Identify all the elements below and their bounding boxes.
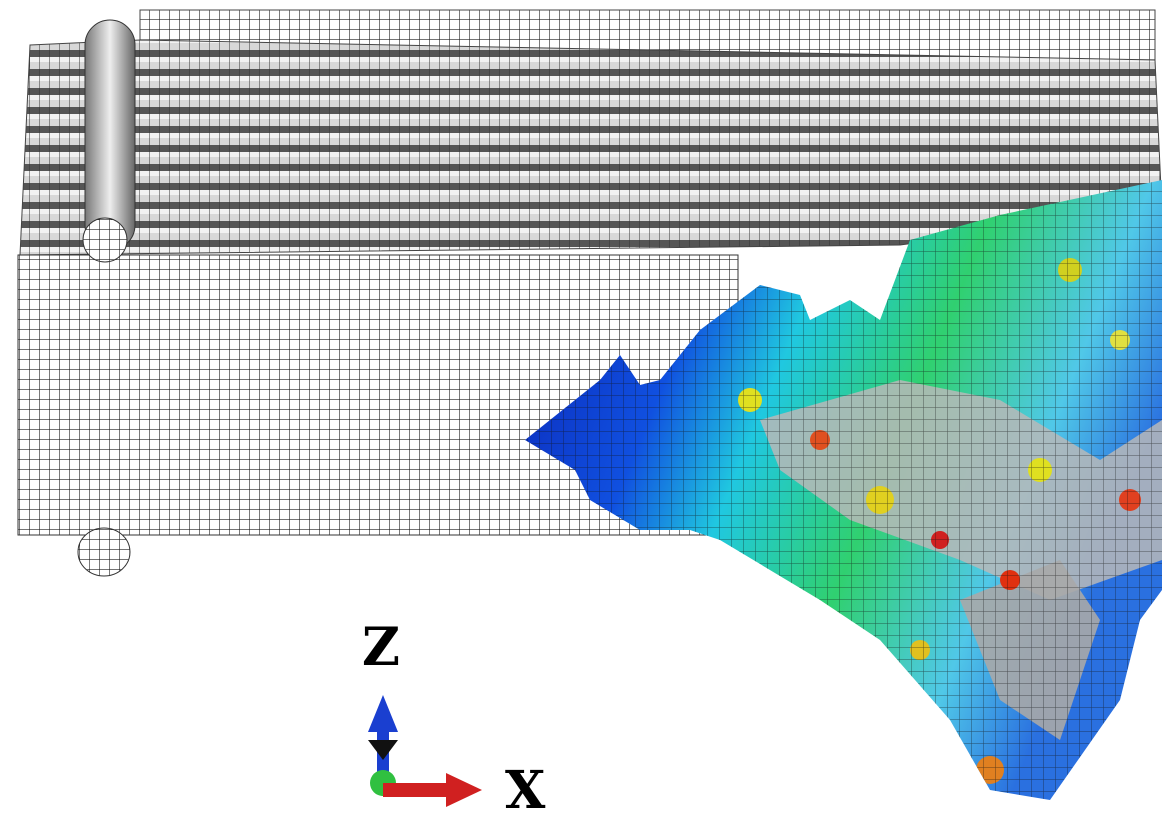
axis-triad: Z X [362,617,546,813]
simulation-view: Z X [0,0,1162,813]
z-axis-label: Z [362,617,400,678]
x-axis-label: X [505,760,546,813]
